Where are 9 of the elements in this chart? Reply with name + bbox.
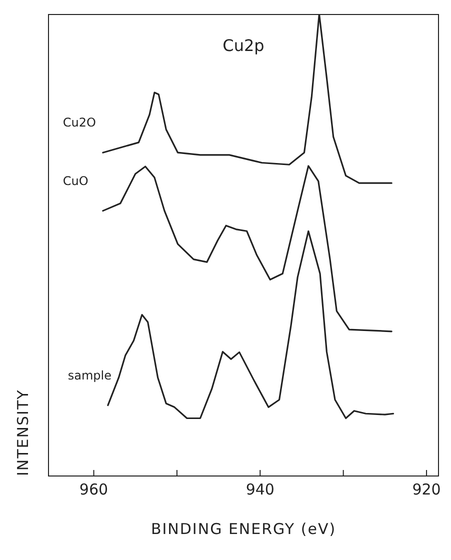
x-tick-label: 940 (246, 480, 274, 499)
text: Cu2p (222, 36, 266, 55)
text: CuO (62, 174, 88, 188)
x-tick-label: 920 (412, 480, 441, 499)
x-tick-label: 960 (79, 480, 108, 499)
text: Cu2O (62, 116, 96, 130)
series-label: sample (68, 368, 112, 382)
x-axis-title: BINDING ENERGY (eV) (150, 520, 336, 538)
y-axis-title: INTENSITY (14, 388, 32, 476)
